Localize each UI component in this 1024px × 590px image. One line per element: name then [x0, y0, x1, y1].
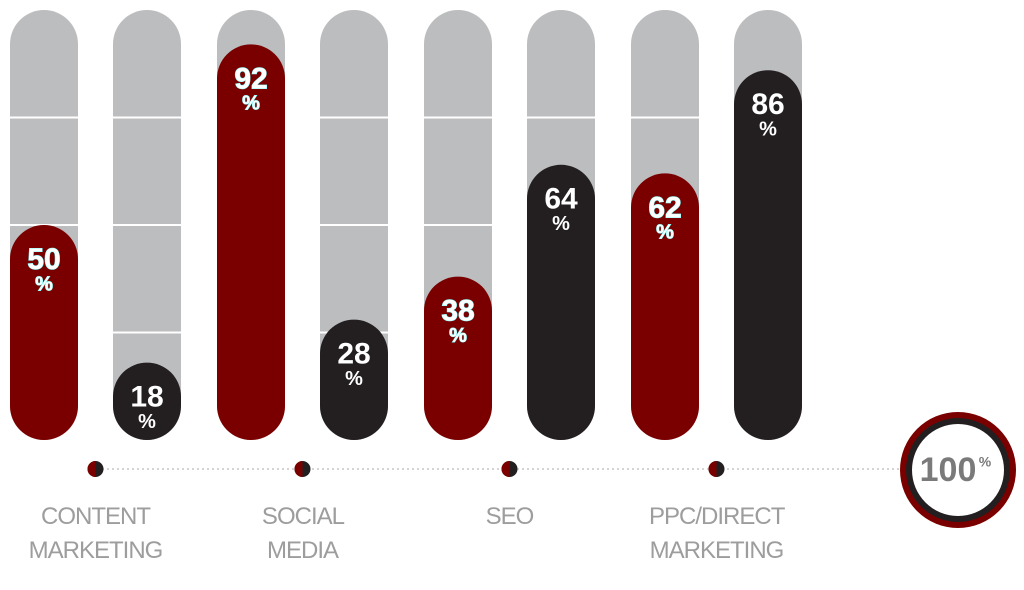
axis-dot-half — [87, 461, 96, 477]
badge-inner — [912, 424, 1004, 516]
badge-value: 100 — [920, 451, 977, 489]
value-unit: % — [552, 213, 570, 235]
value-label: 18 — [130, 381, 163, 414]
total-badge: 100 % — [900, 412, 1016, 528]
axis-dot-half — [294, 461, 303, 477]
value-unit: % — [656, 222, 674, 244]
value-label: 28 — [337, 338, 370, 371]
value-unit: % — [345, 368, 363, 390]
bar — [527, 164, 595, 441]
value-label: 86 — [751, 88, 784, 121]
value-unit: % — [138, 411, 156, 433]
category-label: PPC/DIRECT MARKETING — [649, 503, 785, 564]
bar — [217, 44, 285, 441]
bar — [424, 276, 492, 440]
value-unit: % — [242, 93, 260, 115]
category-label: CONTENT MARKETING — [28, 503, 164, 564]
value-unit: % — [35, 273, 53, 295]
bar — [631, 173, 699, 440]
value-label: 92 — [234, 62, 267, 95]
value-label: 62 — [648, 191, 681, 224]
bar — [734, 70, 802, 440]
value-label: 64 — [544, 183, 578, 216]
value-label: 50 — [27, 243, 60, 276]
value-unit: % — [759, 118, 777, 140]
badge-unit: % — [979, 454, 992, 470]
bar — [10, 225, 78, 440]
axis-dot-half — [708, 461, 717, 477]
category-label: SEO — [485, 503, 535, 530]
bar — [113, 362, 181, 440]
axis-dot-half — [501, 461, 510, 477]
value-unit: % — [449, 325, 467, 347]
value-label: 38 — [441, 295, 474, 328]
category-label: SOCIAL MEDIA — [261, 503, 345, 564]
bar — [320, 319, 388, 440]
